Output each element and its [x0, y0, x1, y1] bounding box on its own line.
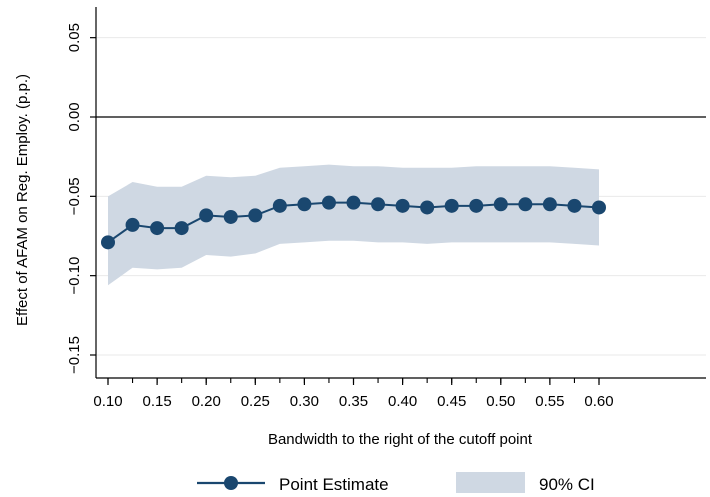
point-estimate-marker: [592, 200, 606, 215]
x-tick-label: 0.45: [437, 393, 466, 410]
x-tick-label: 0.40: [388, 393, 417, 410]
tick-labels: 0.05 0.00 −0.05 −0.10 −0.15 0.10 0.15 0.20 0.25 0…: [66, 23, 614, 410]
y-axis-title: Effect of AFAM on Reg. Employ. (p.p.): [14, 74, 31, 326]
confidence-band: [108, 164, 599, 286]
point-estimate-marker: [420, 200, 435, 215]
legend-ci-swatch: [456, 472, 525, 493]
legend: Point Estimate 90% CI: [197, 472, 595, 494]
legend-label-ci: 90% CI: [539, 475, 595, 494]
point-estimate-marker: [518, 197, 533, 212]
point-estimate-marker: [272, 198, 287, 213]
ci-band-area: [108, 164, 599, 286]
point-estimate-marker: [371, 197, 386, 212]
point-estimate-marker: [567, 198, 582, 213]
point-estimate-marker: [150, 221, 165, 236]
x-tick-label: 0.25: [241, 393, 270, 410]
legend-marker-swatch: [224, 476, 238, 490]
point-estimate-marker: [223, 209, 238, 224]
y-tick-label: −0.05: [66, 177, 83, 215]
y-tick-label: −0.15: [66, 336, 83, 374]
x-tick-label: 0.10: [93, 393, 122, 410]
x-tick-label: 0.30: [290, 393, 319, 410]
legend-label-point-estimate: Point Estimate: [279, 475, 389, 494]
x-tick-label: 0.20: [192, 393, 221, 410]
x-axis-title: Bandwidth to the right of the cutoff poi…: [268, 431, 533, 448]
y-tick-label: 0.00: [66, 102, 83, 131]
axes: [90, 7, 706, 385]
point-estimate-marker: [493, 197, 508, 212]
point-estimate-marker: [125, 217, 140, 232]
point-estimate-marker: [444, 198, 459, 213]
point-estimate-marker: [297, 197, 312, 212]
point-estimate-marker: [395, 198, 410, 213]
point-estimate-marker: [542, 197, 557, 212]
point-estimate-marker: [199, 208, 214, 223]
x-tick-label: 0.60: [584, 393, 613, 410]
y-tick-label: −0.10: [66, 257, 83, 295]
point-estimate-marker: [469, 198, 484, 213]
x-tick-label: 0.55: [535, 393, 564, 410]
x-tick-label: 0.15: [142, 393, 171, 410]
x-tick-label: 0.50: [486, 393, 515, 410]
y-tick-label: 0.05: [66, 23, 83, 52]
point-estimate-marker: [174, 221, 189, 236]
x-tick-label: 0.35: [339, 393, 368, 410]
point-estimate-marker: [321, 195, 336, 210]
point-estimate-series: [101, 195, 606, 250]
point-estimate-marker: [101, 235, 115, 250]
point-estimate-marker: [248, 208, 263, 223]
point-estimate-marker: [346, 195, 361, 210]
